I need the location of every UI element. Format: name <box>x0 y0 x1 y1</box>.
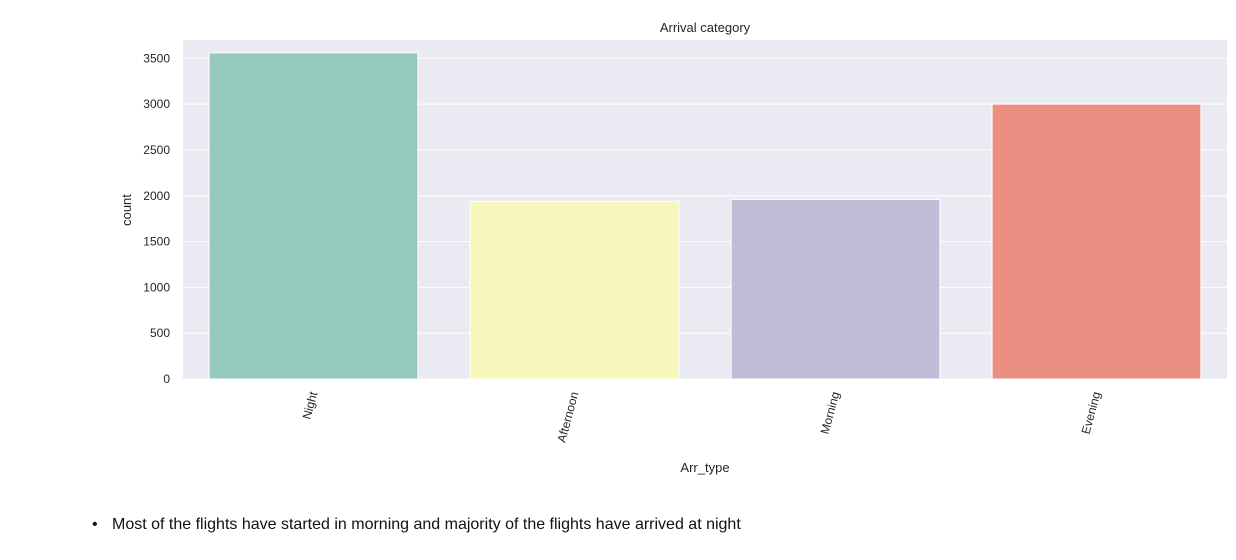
bar-morning <box>730 198 941 380</box>
bar-afternoon <box>469 200 680 380</box>
y-tick-label: 1000 <box>143 280 170 294</box>
x-tick-label-night: Night <box>300 390 321 421</box>
bars <box>208 52 1202 380</box>
note-text: Most of the flights have started in morn… <box>112 516 741 533</box>
x-tick-label-afternoon: Afternoon <box>554 390 581 444</box>
x-tick-label-morning: Morning <box>818 390 843 436</box>
bar-evening <box>991 103 1202 380</box>
y-tick-label: 3000 <box>143 97 170 111</box>
x-tick-labels: Night Afternoon Morning Evening <box>300 390 1104 445</box>
bar-night <box>208 52 419 380</box>
x-axis-label: Arr_type <box>680 460 729 475</box>
y-tick-labels: 0 500 1000 1500 2000 2500 3000 3500 <box>143 51 170 386</box>
y-tick-label: 0 <box>163 372 170 386</box>
bar-chart: Arrival category 0 500 1000 1500 2000 2500 300… <box>119 20 1227 475</box>
y-axis-label: count <box>119 194 134 226</box>
y-tick-label: 500 <box>150 326 170 340</box>
x-tick-label-evening: Evening <box>1079 390 1104 436</box>
y-tick-label: 3500 <box>143 51 170 65</box>
notes-list: • Most of the flights have started in mo… <box>92 513 741 537</box>
bullet-icon: • <box>92 516 98 533</box>
y-tick-label: 1500 <box>143 235 170 249</box>
y-tick-label: 2500 <box>143 143 170 157</box>
note-item: • Most of the flights have started in mo… <box>92 513 741 537</box>
y-tick-label: 2000 <box>143 189 170 203</box>
chart-title: Arrival category <box>660 20 751 35</box>
